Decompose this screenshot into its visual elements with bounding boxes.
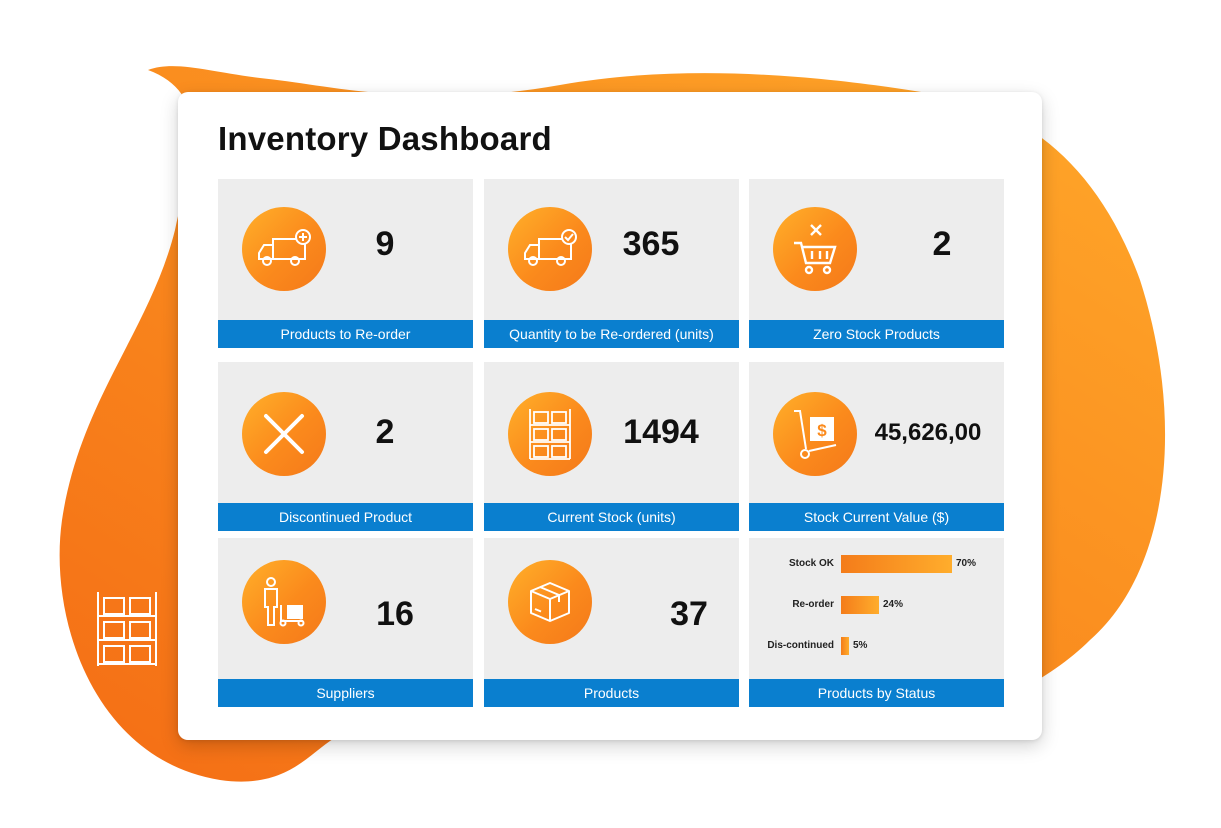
suppliers-count: 16 [376, 595, 414, 633]
truck-plus-icon [242, 207, 326, 291]
discontinued-count: 2 [375, 413, 395, 451]
status-bar-chart: Stock OK 70% Re-order 24% Dis-continued 5% [749, 538, 1004, 678]
tile-suppliers[interactable]: 16 Suppliers [218, 538, 473, 707]
tile-current-stock[interactable]: 1494 Current Stock (units) [484, 362, 739, 531]
tile-zero-stock[interactable]: 2 Zero Stock Products [749, 179, 1004, 348]
tile-caption: Products by Status [749, 679, 1004, 707]
tile-discontinued[interactable]: 2 Discontinued Product [218, 362, 473, 531]
tile-products[interactable]: 37 Products [484, 538, 739, 707]
tile-caption: Current Stock (units) [484, 503, 739, 531]
products-count: 37 [670, 595, 708, 633]
bar-mark [841, 596, 879, 614]
warehouse-shelf-icon [97, 592, 157, 666]
tile-caption: Quantity to be Re-ordered (units) [484, 320, 739, 348]
supplier-person-icon [242, 560, 326, 644]
bar-value-label: 24% [883, 599, 904, 610]
reorder-quantity: 365 [622, 225, 680, 263]
bar-value-label: 70% [956, 558, 977, 569]
tile-caption: Zero Stock Products [749, 320, 1004, 348]
svg-text:$: $ [817, 421, 827, 440]
bar-category-label: Re-order [792, 599, 834, 610]
bar-mark [841, 555, 952, 573]
tile-quantity-to-reorder[interactable]: 365 Quantity to be Re-ordered (units) [484, 179, 739, 348]
tile-products-to-reorder[interactable]: 9 Products to Re-order [218, 179, 473, 348]
dashboard-card: Inventory Dashboard 9 Products to Re-ord… [178, 92, 1042, 740]
bar-mark [841, 637, 849, 655]
reorder-count: 9 [375, 225, 395, 263]
bar-row: Stock OK 70% [749, 555, 1004, 575]
box-icon [508, 560, 592, 644]
tile-caption: Stock Current Value ($) [749, 503, 1004, 531]
warehouse-shelf-icon [508, 392, 592, 476]
bar-value-label: 5% [853, 640, 868, 651]
tile-products-by-status[interactable]: Stock OK 70% Re-order 24% Dis-continued 5% Pr… [749, 538, 1004, 707]
bar-row: Re-order 24% [749, 596, 1004, 616]
bar-row: Dis-continued 5% [749, 637, 1004, 657]
cart-x-icon [773, 207, 857, 291]
tile-stock-value[interactable]: $ 45,626,00 Stock Current Value ($) [749, 362, 1004, 531]
bar-category-label: Stock OK [788, 558, 834, 569]
stock-current-value: 45,626,00 [874, 419, 982, 446]
zero-stock-count: 2 [932, 225, 952, 263]
tile-caption: Products to Re-order [218, 320, 473, 348]
tile-caption: Products [484, 679, 739, 707]
truck-check-icon [508, 207, 592, 291]
bar-category-label: Dis-continued [767, 640, 834, 651]
close-icon [242, 392, 326, 476]
current-stock-units: 1494 [623, 413, 699, 451]
tile-caption: Discontinued Product [218, 503, 473, 531]
page-title: Inventory Dashboard [218, 120, 552, 157]
tile-caption: Suppliers [218, 679, 473, 707]
hand-truck-dollar-icon: $ [773, 392, 857, 476]
